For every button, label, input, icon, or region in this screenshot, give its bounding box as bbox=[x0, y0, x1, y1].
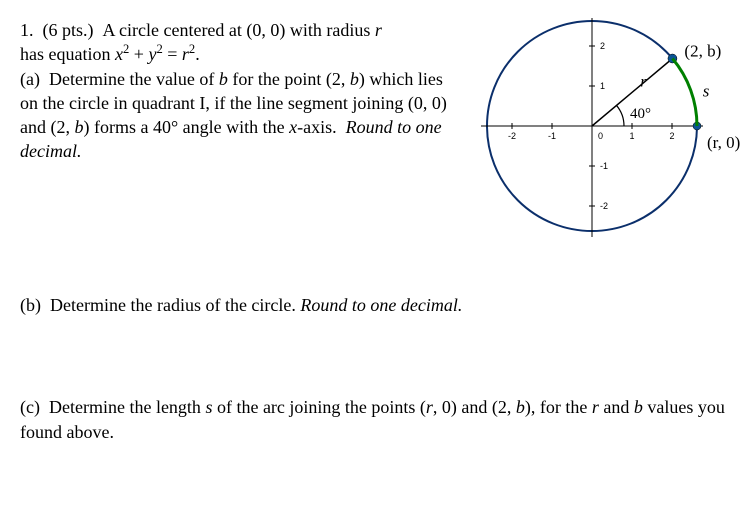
svg-text:1: 1 bbox=[629, 131, 634, 141]
part-c: (c) Determine the length s of the arc jo… bbox=[20, 395, 731, 444]
svg-text:(r, 0): (r, 0) bbox=[707, 133, 740, 152]
part-b: (b) Determine the radius of the circle. … bbox=[20, 293, 731, 317]
part-c-label: (c) bbox=[20, 397, 40, 417]
svg-text:1: 1 bbox=[600, 81, 605, 91]
part-a-label: (a) bbox=[20, 69, 40, 89]
svg-text:40°: 40° bbox=[630, 106, 651, 122]
svg-text:-2: -2 bbox=[600, 201, 608, 211]
svg-text:s: s bbox=[703, 81, 710, 100]
svg-text:2: 2 bbox=[669, 131, 674, 141]
svg-text:-1: -1 bbox=[548, 131, 556, 141]
diagram-svg: -2 -1 0 1 2 -2 -1 1 2 (2, b) s r 40° (r, 0) bbox=[462, 18, 742, 248]
svg-text:0: 0 bbox=[598, 131, 603, 141]
problem-stem: 1. (6 pts.) A circle centered at (0, 0) … bbox=[20, 18, 450, 164]
part-b-label: (b) bbox=[20, 295, 41, 315]
svg-text:2: 2 bbox=[600, 41, 605, 51]
svg-text:-2: -2 bbox=[508, 131, 516, 141]
svg-text:(2, b): (2, b) bbox=[684, 42, 721, 61]
problem-points: (6 pts.) bbox=[38, 20, 94, 40]
problem-number: 1. bbox=[20, 20, 34, 40]
circle-diagram: -2 -1 0 1 2 -2 -1 1 2 (2, b) s r 40° (r, 0) bbox=[462, 18, 742, 253]
svg-text:-1: -1 bbox=[600, 161, 608, 171]
svg-text:r: r bbox=[640, 73, 647, 90]
